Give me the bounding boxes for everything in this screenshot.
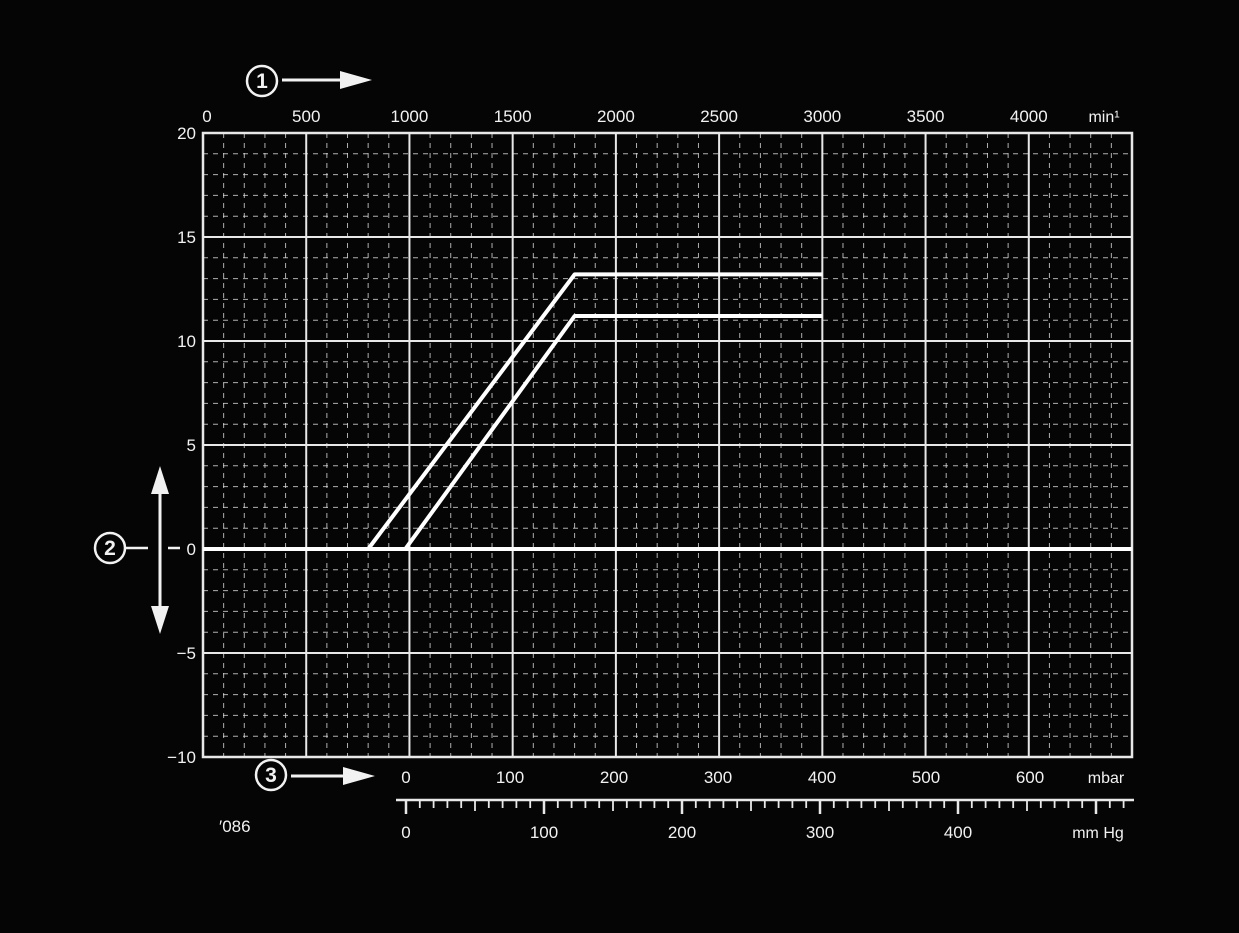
top-axis-unit: min¹: [1088, 109, 1119, 126]
left-tick-label: −5: [177, 644, 196, 663]
top-tick-label: 1500: [494, 107, 532, 126]
left-tick-label: 10: [177, 332, 196, 351]
mmhg-tick-label: 400: [944, 823, 972, 842]
marker-1-arrowhead: [340, 71, 372, 89]
left-tick-label: 5: [187, 436, 196, 455]
top-tick-label: 2500: [700, 107, 738, 126]
mmhg-tick-label: 100: [530, 823, 558, 842]
marker-2: 2: [93, 466, 180, 634]
marker-3-label: 3: [265, 764, 277, 787]
top-tick-label: 3500: [907, 107, 945, 126]
marker-2-arrowhead-down: [151, 606, 169, 634]
marker-2-label: 2: [104, 537, 116, 560]
figure-code: ′086: [219, 817, 251, 836]
bottom-axis-mbar: 0 100 200 300 400 500 600 mbar: [401, 768, 1125, 787]
top-tick-label: 3000: [803, 107, 841, 126]
mbar-tick-label: 300: [704, 768, 732, 787]
top-axis: 0 500 1000 1500 2000 2500 3000 3500 4000 min¹: [202, 107, 1119, 126]
mmhg-tick-label: 200: [668, 823, 696, 842]
marker-2-arrowhead-up: [151, 466, 169, 494]
left-tick-label: −10: [167, 748, 196, 767]
mbar-tick-label: 200: [600, 768, 628, 787]
top-tick-label: 1000: [391, 107, 429, 126]
curves: [203, 272, 1132, 551]
grid: [201, 131, 1134, 759]
bottom-axis-mmhg: 0 100 200 300 400 mm Hg: [396, 798, 1134, 842]
marker-3: 3: [254, 758, 375, 792]
mbar-tick-label: 100: [496, 768, 524, 787]
marker-3-arrowhead: [343, 767, 375, 785]
mbar-tick-label: 500: [912, 768, 940, 787]
left-tick-label: 15: [177, 228, 196, 247]
left-tick-label: 20: [177, 124, 196, 143]
mmhg-tick-label: 0: [401, 823, 410, 842]
marker-1-label: 1: [256, 70, 268, 93]
mbar-tick-label: 0: [401, 768, 410, 787]
mmhg-axis-unit: mm Hg: [1072, 825, 1124, 842]
marker-1: 1: [245, 64, 372, 98]
left-tick-label: 0: [187, 540, 196, 559]
mbar-tick-label: 600: [1016, 768, 1044, 787]
left-axis: 20 15 10 5 0 −5 −10: [167, 124, 196, 767]
top-tick-label: 0: [202, 107, 211, 126]
top-tick-label: 500: [292, 107, 320, 126]
mbar-tick-label: 400: [808, 768, 836, 787]
top-tick-label: 4000: [1010, 107, 1048, 126]
top-tick-label: 2000: [597, 107, 635, 126]
mbar-axis-unit: mbar: [1088, 770, 1125, 787]
plot-frame: [201, 131, 1134, 759]
mmhg-tick-label: 300: [806, 823, 834, 842]
